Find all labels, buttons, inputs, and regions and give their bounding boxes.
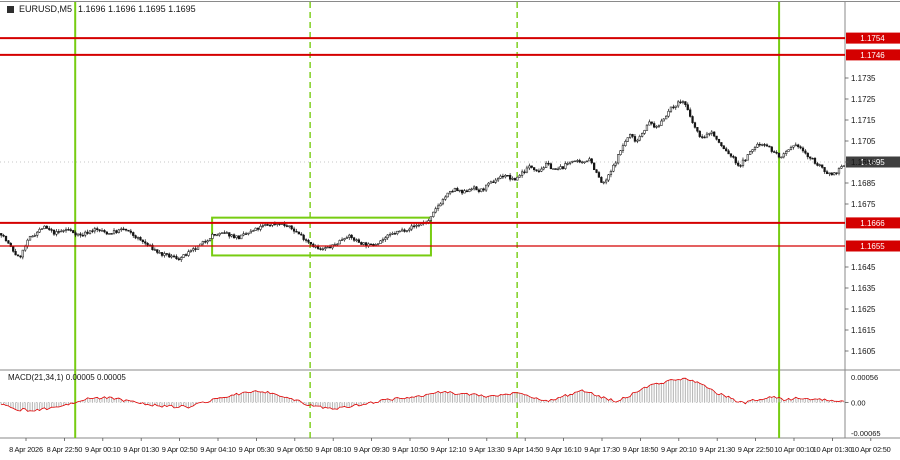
svg-text:9 Apr 08:10: 9 Apr 08:10 xyxy=(315,445,351,454)
macd-indicator xyxy=(0,377,845,412)
svg-text:-0.00065: -0.00065 xyxy=(851,429,881,438)
price-axis[interactable]: 1.1735 1.1725 1.1715 1.1705 1.1695 1.1685 1.16… xyxy=(845,74,876,356)
svg-text:0.00: 0.00 xyxy=(851,398,866,407)
svg-text:9 Apr 02:50: 9 Apr 02:50 xyxy=(162,445,198,454)
chart-title: EURUSD,M5 1.1696 1.1696 1.1695 1.1695 xyxy=(7,4,196,14)
svg-text:9 Apr 22:50: 9 Apr 22:50 xyxy=(738,445,774,454)
svg-text:9 Apr 20:10: 9 Apr 20:10 xyxy=(661,445,697,454)
svg-text:1.1735: 1.1735 xyxy=(851,74,876,83)
candles[interactable] xyxy=(0,99,845,262)
svg-text:10 Apr 02:50: 10 Apr 02:50 xyxy=(851,445,891,454)
svg-text:1.1705: 1.1705 xyxy=(851,137,876,146)
svg-text:9 Apr 12:10: 9 Apr 12:10 xyxy=(431,445,467,454)
svg-text:9 Apr 01:30: 9 Apr 01:30 xyxy=(123,445,159,454)
chart-symbol-period: EURUSD,M5 xyxy=(19,4,73,14)
vertical-lines[interactable] xyxy=(74,2,781,438)
support-resistance-lines[interactable]: 1.1754 1.1746 1.1666 1.1655 xyxy=(0,32,900,252)
svg-text:0.00056: 0.00056 xyxy=(851,373,878,382)
svg-text:1.1695: 1.1695 xyxy=(851,158,876,167)
svg-text:1.1655: 1.1655 xyxy=(860,242,885,251)
svg-text:1.1725: 1.1725 xyxy=(851,95,876,104)
svg-text:10 Apr 00:10: 10 Apr 00:10 xyxy=(774,445,814,454)
svg-text:1.1746: 1.1746 xyxy=(860,51,885,60)
svg-text:1.1685: 1.1685 xyxy=(851,179,876,188)
svg-text:9 Apr 17:30: 9 Apr 17:30 xyxy=(584,445,620,454)
chart-frame xyxy=(0,1,900,439)
svg-text:9 Apr 05:30: 9 Apr 05:30 xyxy=(239,445,275,454)
svg-text:1.1625: 1.1625 xyxy=(851,305,876,314)
svg-text:9 Apr 14:50: 9 Apr 14:50 xyxy=(507,445,543,454)
svg-text:1.1666: 1.1666 xyxy=(860,219,885,228)
current-price-label: 1.1695 xyxy=(846,156,900,168)
svg-text:1.1615: 1.1615 xyxy=(851,326,876,335)
svg-text:1.1645: 1.1645 xyxy=(851,263,876,272)
svg-text:8 Apr 22:50: 8 Apr 22:50 xyxy=(47,445,83,454)
svg-text:9 Apr 00:10: 9 Apr 00:10 xyxy=(85,445,121,454)
time-axis[interactable]: 8 Apr 2026 8 Apr 22:50 9 Apr 00:10 9 Apr 01… xyxy=(9,438,891,454)
macd-axis: 0.00056 0.00 -0.00065 xyxy=(845,373,881,438)
svg-text:1.1635: 1.1635 xyxy=(851,284,876,293)
svg-text:1.1754: 1.1754 xyxy=(860,34,885,43)
svg-text:1.1675: 1.1675 xyxy=(851,200,876,209)
svg-text:1.1605: 1.1605 xyxy=(851,347,876,356)
svg-text:9 Apr 10:50: 9 Apr 10:50 xyxy=(392,445,428,454)
svg-text:9 Apr 21:30: 9 Apr 21:30 xyxy=(699,445,735,454)
svg-text:9 Apr 06:50: 9 Apr 06:50 xyxy=(277,445,313,454)
svg-text:1.1715: 1.1715 xyxy=(851,116,876,125)
svg-text:9 Apr 04:10: 9 Apr 04:10 xyxy=(200,445,236,454)
chart-ohlc-values: 1.1696 1.1696 1.1695 1.1695 xyxy=(78,4,196,14)
svg-text:9 Apr 09:30: 9 Apr 09:30 xyxy=(354,445,390,454)
svg-text:1.1695: 1.1695 xyxy=(860,158,885,167)
svg-text:9 Apr 18:50: 9 Apr 18:50 xyxy=(623,445,659,454)
macd-indicator-label: MACD(21,34,1) 0.00005 0.00005 xyxy=(8,373,126,382)
chart-symbol-icon xyxy=(7,5,14,13)
svg-text:9 Apr 13:30: 9 Apr 13:30 xyxy=(469,445,505,454)
svg-text:9 Apr 16:10: 9 Apr 16:10 xyxy=(546,445,582,454)
svg-text:10 Apr 01:30: 10 Apr 01:30 xyxy=(813,445,853,454)
svg-text:8 Apr 2026: 8 Apr 2026 xyxy=(9,445,43,454)
